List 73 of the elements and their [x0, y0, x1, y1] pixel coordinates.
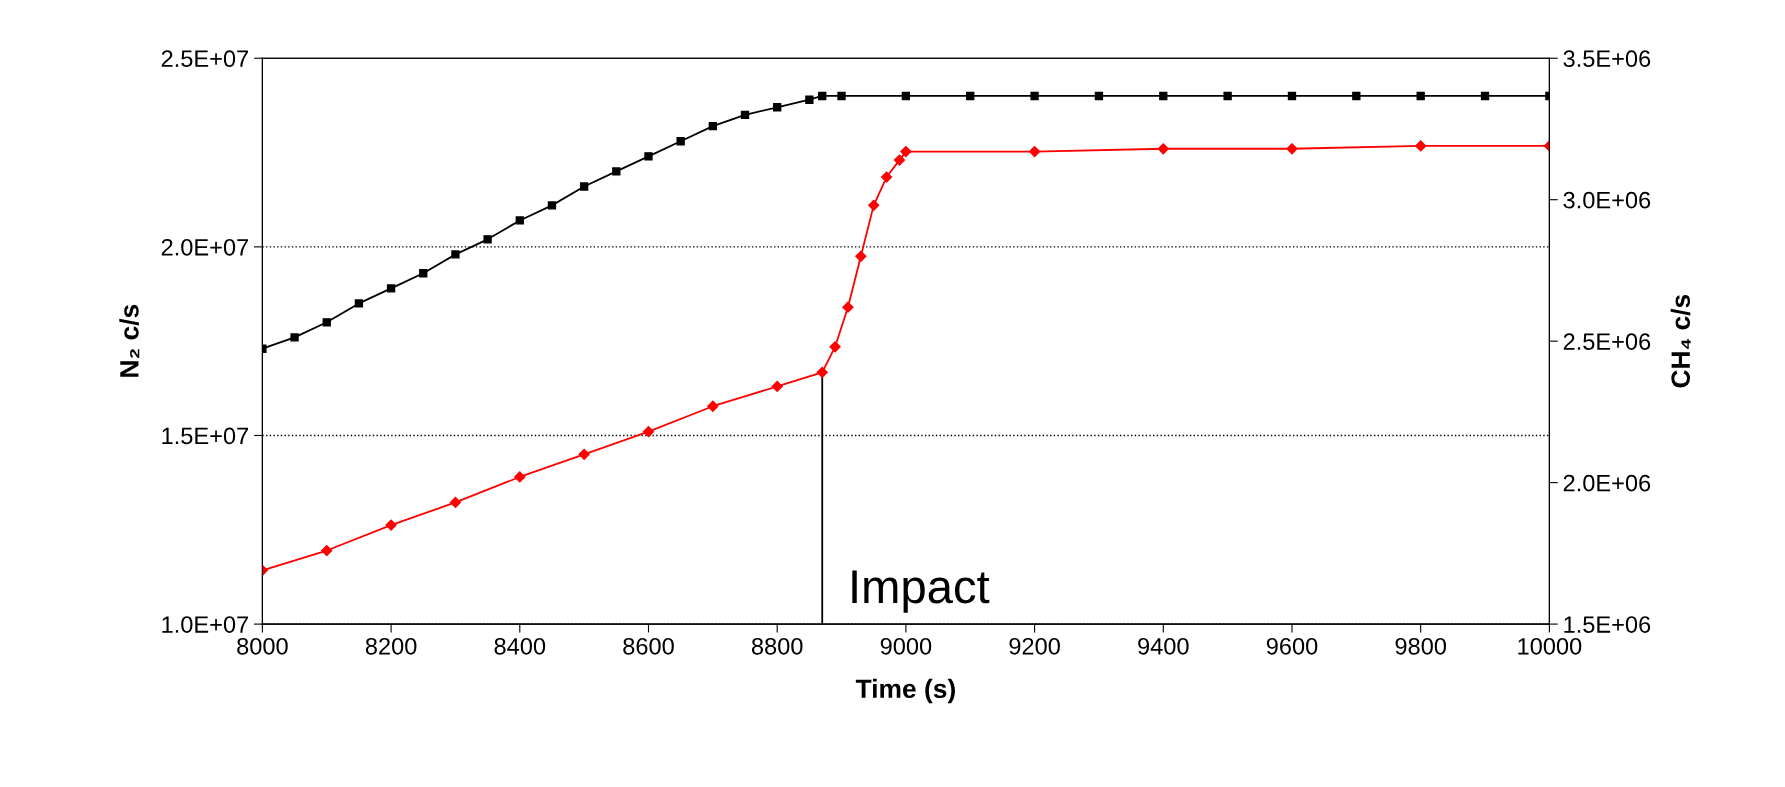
- point: [676, 137, 685, 146]
- point: [1030, 91, 1039, 101]
- point: [449, 496, 462, 509]
- x-tick-label: 10000: [1518, 637, 1582, 655]
- y2-tick-label: 2.0E+06: [1563, 474, 1651, 492]
- point: [773, 103, 782, 112]
- point: [354, 299, 364, 308]
- point: [483, 235, 492, 244]
- y2-tick-label: 3.0E+06: [1563, 191, 1651, 209]
- x-tick-label: 9400: [1138, 637, 1189, 655]
- point: [321, 544, 333, 557]
- point: [385, 519, 397, 531]
- point: [322, 318, 331, 327]
- point: [386, 284, 396, 293]
- point: [578, 448, 590, 460]
- point: [1287, 91, 1297, 101]
- x-tick-label: 8000: [237, 637, 288, 655]
- x-tick-label: 9000: [880, 637, 932, 655]
- point: [642, 426, 655, 438]
- point: [842, 301, 854, 313]
- point: [290, 333, 299, 342]
- point: [547, 201, 557, 210]
- point: [818, 91, 827, 101]
- point: [515, 216, 524, 225]
- x-tick-label: 9600: [1266, 637, 1318, 655]
- point: [966, 91, 975, 101]
- x-tick-label: 9200: [1009, 637, 1060, 655]
- y-tick-label: 2.0E+07: [161, 238, 249, 256]
- point: [1286, 143, 1298, 155]
- point: [514, 471, 526, 483]
- point: [612, 167, 621, 176]
- point: [1223, 91, 1232, 101]
- point: [816, 366, 828, 378]
- y2-axis-title: CH₄ c/s: [1670, 294, 1691, 388]
- point: [708, 121, 718, 131]
- y-axis-title: N₂ c/s: [119, 304, 140, 377]
- x-axis-title: Time (s): [855, 678, 955, 704]
- point: [901, 91, 911, 101]
- point: [579, 182, 589, 191]
- point: [1157, 143, 1169, 155]
- point: [805, 95, 814, 104]
- point: [837, 91, 846, 101]
- point: [880, 171, 893, 183]
- y2-tick-label: 2.5E+06: [1563, 333, 1651, 350]
- x-tick-label: 9800: [1395, 637, 1447, 655]
- point: [1415, 140, 1427, 152]
- x-tick-label: 8800: [751, 637, 803, 655]
- point: [1352, 91, 1361, 101]
- point: [1159, 91, 1168, 101]
- point: [707, 400, 719, 412]
- point: [900, 145, 912, 158]
- point: [451, 250, 460, 259]
- point: [829, 341, 841, 353]
- y2-tick-label: 1.5E+06: [1564, 616, 1651, 633]
- x-tick-label: 8400: [494, 637, 546, 655]
- point: [855, 250, 867, 262]
- ref-line-label: Impact: [852, 570, 990, 613]
- point: [771, 380, 783, 393]
- y-tick-label: 1.0E+07: [162, 616, 249, 633]
- point: [893, 154, 906, 166]
- y2-tick-label: 3.5E+06: [1563, 50, 1651, 68]
- y-tick-label: 1.5E+07: [162, 427, 249, 445]
- point: [740, 110, 750, 119]
- point: [644, 152, 653, 161]
- point: [1028, 145, 1041, 158]
- y-tick-label: 2.5E+07: [161, 50, 249, 68]
- point: [1480, 91, 1490, 101]
- point: [1094, 91, 1104, 101]
- point: [419, 269, 428, 278]
- x-tick-label: 8600: [623, 637, 674, 655]
- x-tick-label: 8200: [365, 637, 417, 655]
- point: [868, 199, 880, 211]
- point: [1416, 91, 1425, 101]
